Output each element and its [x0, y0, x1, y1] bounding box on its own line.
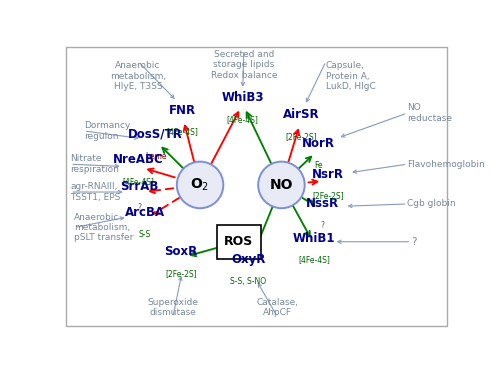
Text: Fe: Fe	[314, 161, 322, 170]
Ellipse shape	[177, 162, 224, 208]
Text: ?: ?	[321, 221, 325, 230]
Text: OxyR: OxyR	[232, 253, 266, 266]
Text: AirSR: AirSR	[282, 108, 319, 121]
Text: Cgb globin: Cgb globin	[408, 200, 456, 208]
Text: [4Fe-4S]: [4Fe-4S]	[298, 255, 330, 265]
Text: ?: ?	[411, 237, 417, 247]
Text: NreABC: NreABC	[112, 154, 164, 166]
Text: Nitrate
respiration: Nitrate respiration	[70, 155, 119, 174]
FancyBboxPatch shape	[216, 225, 261, 259]
Text: NO
reductase: NO reductase	[408, 103, 453, 123]
Text: [2Fe-2S]: [2Fe-2S]	[312, 192, 344, 200]
Text: [2Fe-2S]: [2Fe-2S]	[285, 132, 316, 141]
Text: Anaerobic
metabolism,
HlyE, T3SS: Anaerobic metabolism, HlyE, T3SS	[110, 61, 166, 91]
Text: Anaerobic
metabolism,
pSLT transfer: Anaerobic metabolism, pSLT transfer	[74, 213, 134, 242]
Text: ArcBA: ArcBA	[125, 206, 165, 219]
Text: Flavohemoglobin: Flavohemoglobin	[408, 160, 485, 169]
Text: Superoxide
dismutase: Superoxide dismutase	[148, 298, 198, 317]
Text: agr-RNAIII,
TSST1, EPS: agr-RNAIII, TSST1, EPS	[70, 182, 120, 202]
Text: NO: NO	[270, 178, 293, 192]
Text: O$_2$: O$_2$	[190, 177, 210, 193]
Text: S-S: S-S	[139, 230, 151, 239]
Text: ROS: ROS	[224, 235, 254, 248]
Text: [4Fe-4S]: [4Fe-4S]	[122, 177, 154, 186]
Ellipse shape	[258, 162, 304, 208]
Text: NorR: NorR	[302, 137, 335, 150]
Text: [4Fe-4S]: [4Fe-4S]	[166, 128, 198, 137]
Text: NsrR: NsrR	[312, 168, 344, 181]
Text: [4Fe-4S]: [4Fe-4S]	[227, 115, 258, 124]
Text: WhiB3: WhiB3	[222, 91, 264, 104]
Text: SoxR: SoxR	[164, 245, 198, 258]
Text: SrrAB: SrrAB	[120, 180, 158, 193]
Text: ?: ?	[137, 203, 141, 213]
Text: NssR: NssR	[306, 197, 340, 210]
Text: Capsule,
Protein A,
LukD, HlgC: Capsule, Protein A, LukD, HlgC	[326, 61, 376, 91]
Text: Secreted and
storage lipids
Redox balance: Secreted and storage lipids Redox balanc…	[210, 50, 277, 80]
Text: WhiB1: WhiB1	[293, 232, 336, 245]
Text: Dormancy
regulon: Dormancy regulon	[84, 121, 130, 141]
Text: DosS/TR: DosS/TR	[128, 128, 183, 141]
Text: heme: heme	[145, 152, 166, 161]
Text: [2Fe-2S]: [2Fe-2S]	[165, 269, 196, 278]
Text: S-S, S-NO: S-S, S-NO	[230, 277, 266, 286]
Text: Catalase,
AhpCF: Catalase, AhpCF	[256, 298, 298, 317]
Text: FNR: FNR	[169, 104, 196, 117]
